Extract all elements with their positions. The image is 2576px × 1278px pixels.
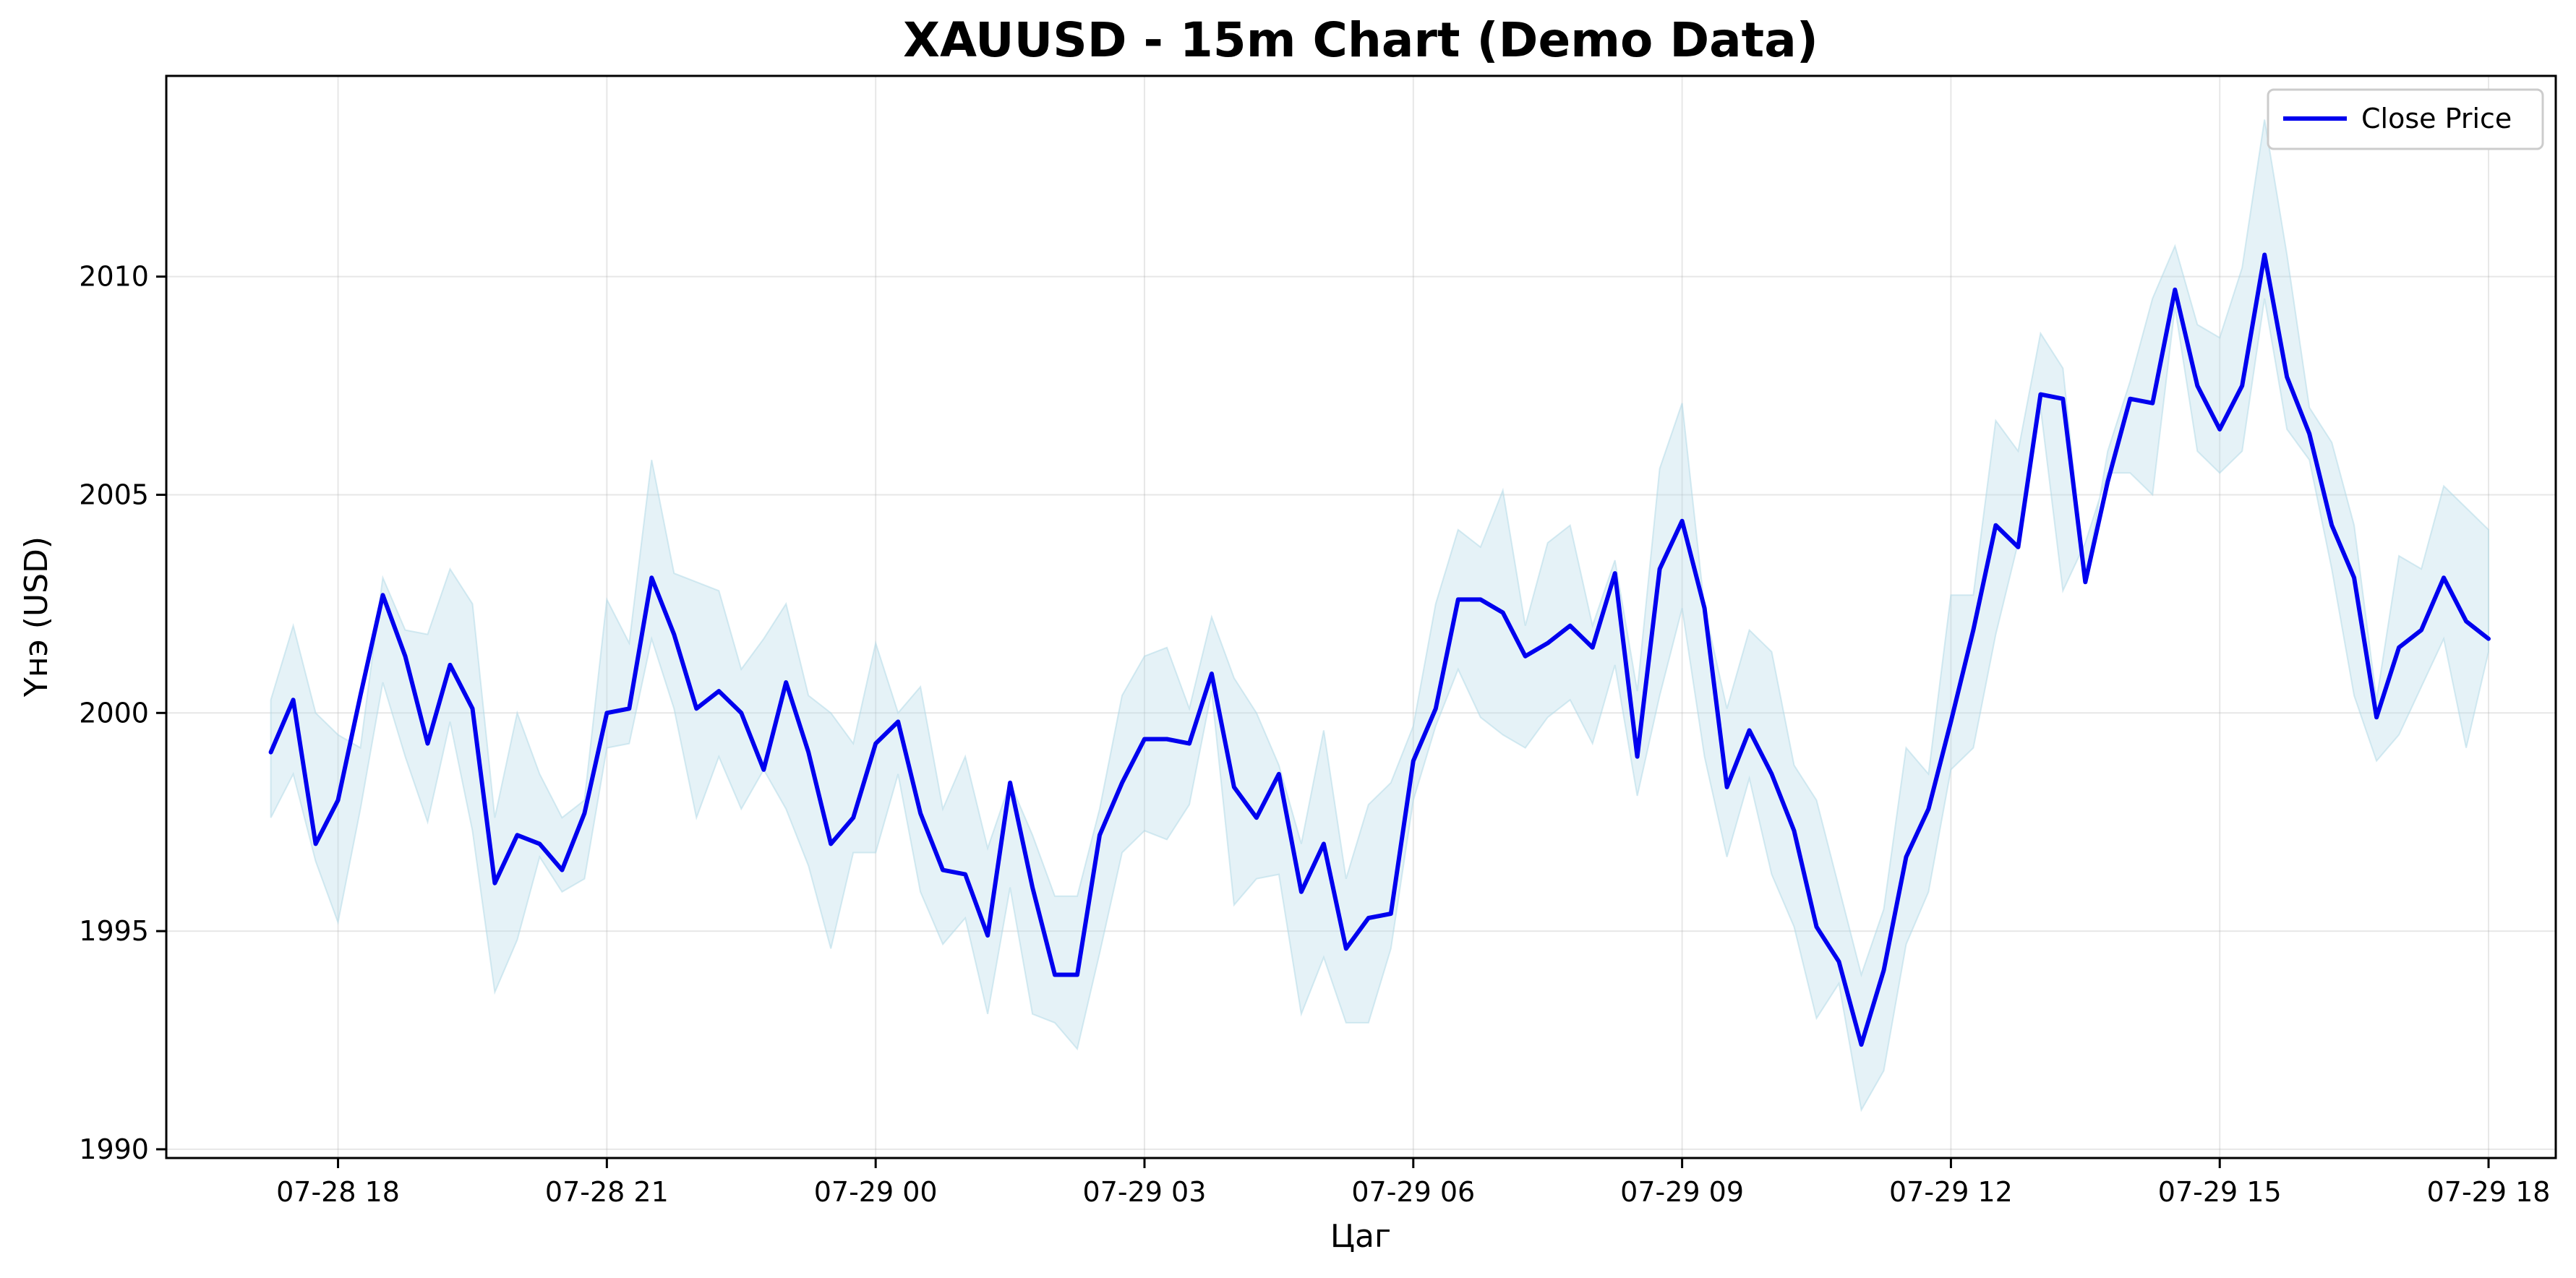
x-tick-label: 07-29 18 [2427,1176,2551,1208]
y-tick-label: 2000 [79,697,149,729]
legend: Close Price [2267,88,2544,150]
legend-label-close-price: Close Price [2361,103,2512,134]
x-tick-label: 07-29 12 [1889,1176,2013,1208]
high-low-band-area [270,119,2489,1112]
legend-box [2267,88,2544,150]
plot-frame [165,74,2557,1159]
x-tick-label: 07-29 00 [814,1176,938,1208]
chart-title: XAUUSD - 15m Chart (Demo Data) [903,12,1818,68]
x-tick-label: 07-29 09 [1620,1176,1744,1208]
x-tick-label: 07-28 18 [276,1176,400,1208]
x-tick-label: 07-29 15 [2158,1176,2282,1208]
x-tick-label: 07-29 03 [1083,1176,1207,1208]
x-tick-label: 07-29 06 [1351,1176,1475,1208]
y-tick-label: 2005 [79,479,149,510]
y-tick-label: 1995 [79,915,149,947]
y-tick-label: 2010 [79,261,149,293]
x-axis: 07-28 18 07-28 21 07-29 00 07-29 03 07-29 06… [276,1158,2550,1208]
x-axis-label: Цаг [1330,1218,1391,1255]
x-tick-label: 07-28 21 [545,1176,669,1208]
high-low-band [270,119,2489,1112]
close-price-line [268,252,2491,1047]
close-price-series [268,252,2491,1047]
y-axis: 1990 1995 2000 2005 2010 [79,261,166,1165]
y-tick-label: 1990 [79,1133,149,1165]
y-axis-label: Үнэ (USD) [18,536,55,698]
